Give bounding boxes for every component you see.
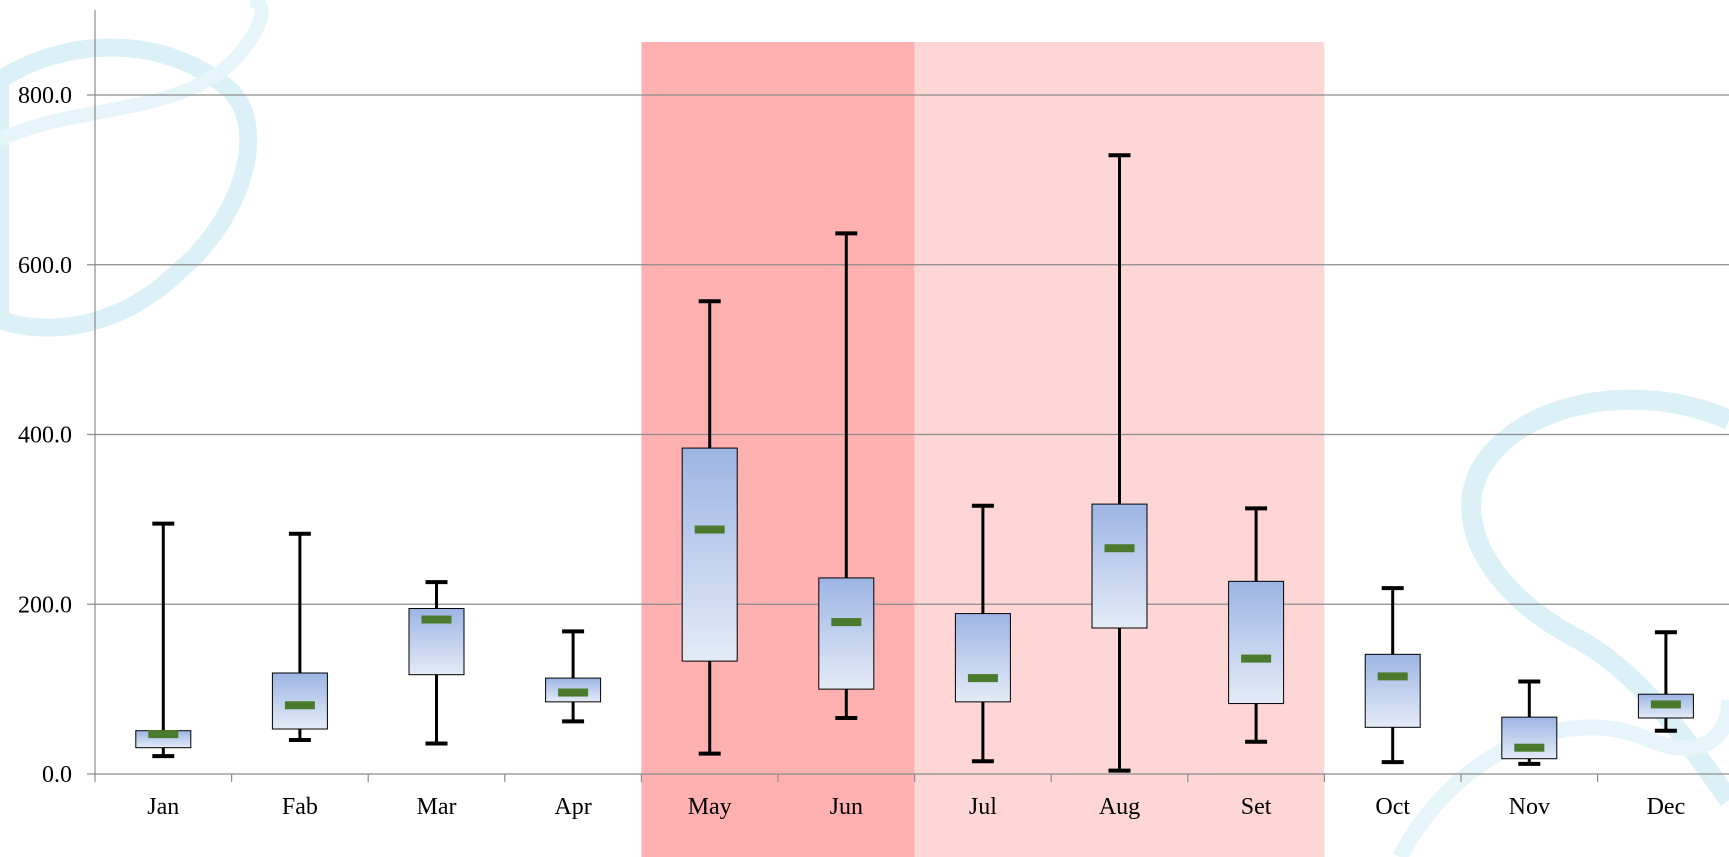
x-tick-label-aug: Aug (1099, 794, 1140, 820)
median-marker (967, 674, 998, 683)
x-tick-label-jun: Jun (830, 794, 863, 820)
x-tick-label-nov: Nov (1509, 794, 1550, 820)
median-marker (1514, 743, 1545, 752)
iqr-box (954, 613, 1011, 703)
median-marker (1104, 544, 1135, 553)
median-marker (284, 701, 315, 710)
median-marker (1377, 672, 1408, 681)
x-tick-label-mar: Mar (417, 794, 457, 820)
box-set (1228, 506, 1285, 744)
box-fab (271, 531, 328, 743)
box-jan (135, 521, 192, 759)
median-marker (831, 618, 862, 627)
iqr-box (271, 672, 328, 730)
iqr-box (1501, 716, 1558, 760)
median-marker (1241, 654, 1272, 663)
y-tick-label: 400.0 (18, 423, 72, 449)
y-tick-label: 0.0 (42, 762, 72, 788)
median-marker (148, 730, 179, 739)
box-nov (1501, 679, 1558, 766)
axes (94, 10, 1729, 782)
median-marker (421, 615, 452, 624)
box-dec (1637, 630, 1694, 733)
iqr-box (1091, 503, 1148, 629)
y-tick-label: 800.0 (18, 83, 72, 109)
box-series (135, 153, 1694, 773)
x-tick-label-dec: Dec (1647, 794, 1686, 820)
box-mar (408, 580, 465, 746)
x-tick-label-may: May (688, 794, 732, 820)
box-jul (954, 503, 1011, 764)
x-tick-label-jan: Jan (147, 794, 179, 820)
y-axis-tick-labels: 0.0 200.0 400.0 600.0 800.0 (18, 83, 72, 788)
ribbon-bottom-right-2 (1392, 699, 1729, 857)
gridlines (87, 94, 1729, 775)
box-may (681, 299, 738, 756)
y-tick-label: 600.0 (18, 253, 72, 279)
iqr-box (818, 577, 875, 690)
box-jun (818, 231, 875, 720)
x-tick-label-jul: Jul (969, 794, 997, 820)
iqr-box (681, 447, 738, 662)
x-tick-label-apr: Apr (554, 794, 591, 820)
median-marker (694, 525, 725, 534)
y-tick-label: 200.0 (18, 592, 72, 618)
ribbon-top-left-2 (0, 0, 269, 147)
x-tick-label-fab: Fab (282, 794, 318, 820)
median-marker (1650, 700, 1681, 709)
iqr-box (1228, 580, 1285, 705)
x-tick-label-set: Set (1241, 794, 1272, 820)
median-marker (558, 688, 589, 697)
x-tick-label-oct: Oct (1375, 794, 1410, 820)
box-oct (1364, 586, 1421, 765)
ribbon-top-left (0, 38, 258, 337)
box-aug (1091, 153, 1148, 773)
x-axis-tick-labels: Jan Fab Mar Apr May Jun Jul Aug Set Oct Nov Dec (147, 794, 1685, 820)
iqr-box (1364, 653, 1421, 728)
box-apr (545, 629, 602, 724)
